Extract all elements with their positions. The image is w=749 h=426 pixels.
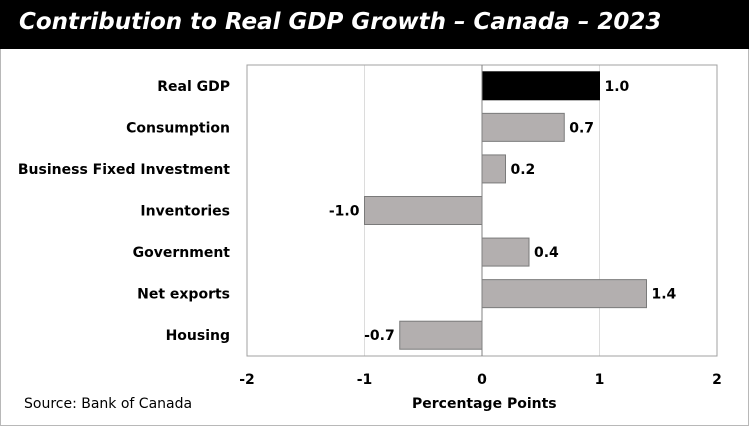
- data-label: 1.4: [652, 287, 677, 303]
- bar: [399, 320, 483, 350]
- category-label: Inventories: [140, 204, 230, 220]
- x-axis-label: Percentage Points: [412, 396, 557, 412]
- bar: [481, 112, 565, 142]
- category-label: Net exports: [137, 287, 230, 303]
- data-label: -0.7: [364, 328, 395, 344]
- data-label: 0.7: [569, 120, 594, 136]
- category-label: Business Fixed Investment: [18, 162, 230, 178]
- source-note: Source: Bank of Canada: [24, 396, 193, 412]
- bar: [481, 71, 600, 101]
- x-tick-label: -1: [357, 372, 373, 388]
- category-label: Consumption: [126, 120, 230, 136]
- data-label: 0.4: [534, 245, 559, 261]
- data-label: 1.0: [605, 79, 630, 95]
- category-label: Real GDP: [157, 79, 230, 95]
- data-label: 0.2: [511, 162, 536, 178]
- data-label: -1.0: [329, 204, 360, 220]
- bar: [481, 154, 506, 184]
- x-tick-label: -2: [239, 372, 255, 388]
- x-tick-label: 1: [595, 372, 605, 388]
- x-tick-label: 2: [712, 372, 722, 388]
- category-label: Housing: [166, 328, 230, 344]
- bar: [364, 196, 483, 225]
- x-tick-label: 0: [477, 372, 487, 388]
- chart-title: Contribution to Real GDP Growth – Canada…: [19, 9, 662, 35]
- category-label: Government: [133, 245, 231, 261]
- title-bar: Contribution to Real GDP Growth – Canada…: [0, 0, 749, 49]
- bar: [481, 279, 647, 309]
- bar: [481, 237, 530, 267]
